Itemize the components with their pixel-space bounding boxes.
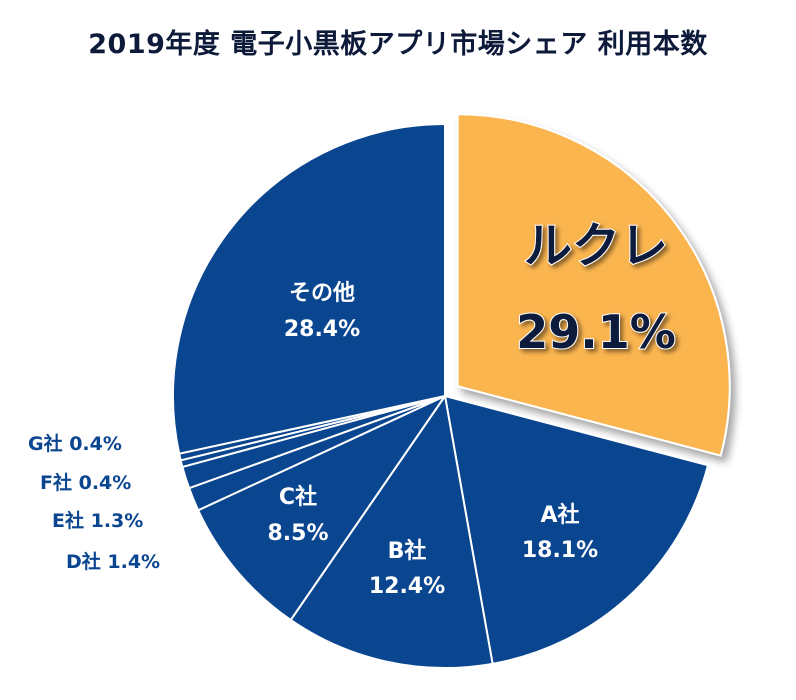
slice-label-8: G社 0.4%: [28, 432, 122, 455]
slice-name-9: その他: [289, 281, 355, 306]
pie-slice-3: [289, 393, 494, 669]
slice-value-4: 8.5%: [267, 521, 328, 546]
pie-slice-4: [196, 393, 448, 622]
slice-label-5: D社 1.4%: [66, 550, 160, 573]
pie-slices: [172, 113, 731, 669]
slice-name-1: ルクレ: [524, 218, 668, 274]
slice-value-2: 18.1%: [522, 538, 598, 563]
pie-slice-1: [456, 113, 731, 457]
pie-slice-9: [172, 122, 446, 455]
slice-name-2: A社: [540, 502, 579, 528]
slice-value-3: 12.4%: [369, 574, 445, 599]
slice-name-4: C社: [279, 484, 317, 510]
slice-value-9: 28.4%: [284, 317, 360, 342]
chart-title: 2019年度 電子小黒板アプリ市場シェア 利用本数: [88, 29, 708, 60]
pie-slice-2: [443, 394, 710, 665]
pie-labels: ルクレ 29.1% A社 18.1% B社 12.4% C社 8.5% D社 1.4% E社 1.…: [28, 217, 677, 599]
slice-label-6: E社 1.3%: [52, 509, 143, 532]
slice-value-1: 29.1%: [516, 305, 676, 359]
slice-name-3: B社: [388, 538, 427, 564]
slice-label-7: F社 0.4%: [40, 471, 131, 494]
